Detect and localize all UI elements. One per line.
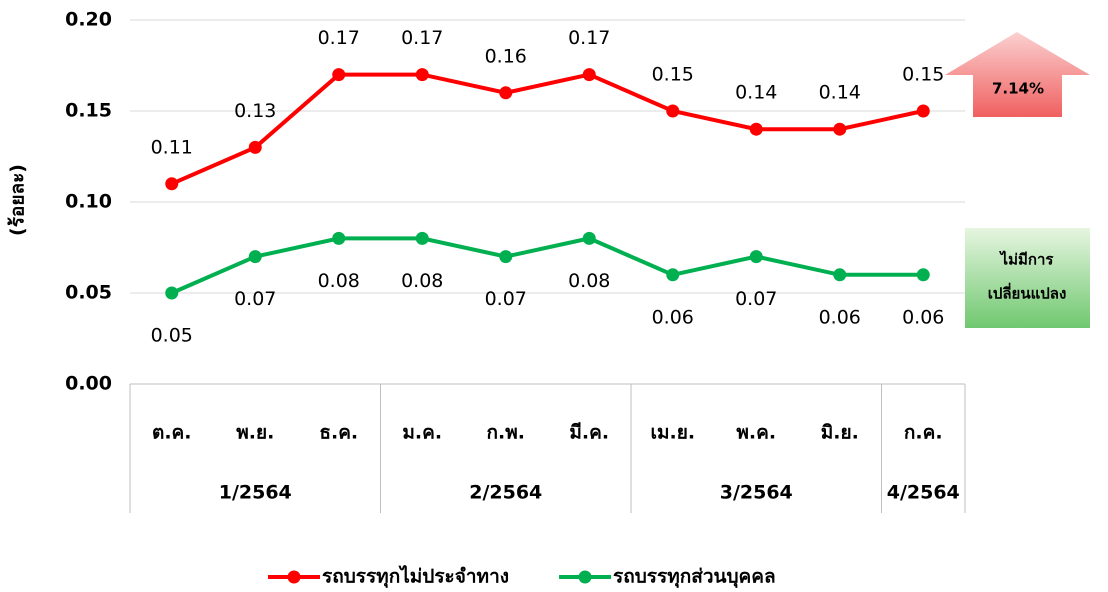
data-point — [749, 122, 763, 136]
data-point — [499, 86, 513, 100]
y-tick-label: 0.00 — [65, 373, 112, 395]
x-tick-label: ก.พ. — [487, 422, 525, 444]
data-label: 0.08 — [318, 270, 360, 292]
x-tick-label: มี.ค. — [569, 422, 609, 444]
data-point — [165, 177, 179, 191]
legend-label: รถบรรทุกส่วนบุคคล — [613, 566, 776, 589]
x-tick-label: ก.ค. — [904, 422, 943, 444]
data-label: 0.08 — [401, 270, 443, 292]
data-point — [248, 140, 262, 154]
x-tick-label: ม.ค. — [402, 422, 442, 444]
annotation: 7.14% — [992, 80, 1044, 98]
y-tick-label: 0.05 — [65, 282, 112, 304]
data-point — [415, 68, 429, 82]
data-point — [582, 68, 596, 82]
x-tick-label: มิ.ย. — [821, 422, 859, 444]
legend-label: รถบรรทุกไม่ประจำทาง — [322, 565, 509, 589]
data-label: 0.17 — [568, 27, 610, 49]
x-tick-label: ธ.ค. — [319, 422, 358, 444]
group-label: 1/2564 — [219, 482, 292, 504]
group-label: 3/2564 — [720, 482, 793, 504]
x-tick-label: เม.ย. — [650, 422, 695, 444]
data-point — [165, 286, 179, 300]
data-label: 0.14 — [819, 82, 861, 104]
data-label: 0.06 — [652, 306, 694, 328]
data-label: 0.16 — [485, 45, 527, 67]
y-tick-label: 0.15 — [65, 100, 112, 122]
group-label: 2/2564 — [469, 482, 542, 504]
data-label: 0.07 — [735, 288, 777, 310]
data-label: 0.15 — [652, 64, 694, 86]
data-point — [833, 122, 847, 136]
data-label: 0.17 — [318, 27, 360, 49]
no-change-box — [965, 228, 1090, 328]
legend-swatch — [287, 570, 301, 584]
data-label: 0.13 — [234, 100, 276, 122]
annotation: เปลี่ยนแปลง — [988, 283, 1067, 303]
x-tick-label: พ.ค. — [736, 422, 776, 444]
data-point — [332, 68, 346, 82]
y-tick-label: 0.20 — [65, 9, 112, 31]
x-tick-label: พ.ย. — [236, 422, 274, 444]
y-tick-label: 0.10 — [65, 191, 112, 213]
group-label: 4/2564 — [887, 482, 960, 504]
data-label: 0.07 — [234, 288, 276, 310]
data-label: 0.06 — [902, 306, 944, 328]
data-label: 0.08 — [568, 270, 610, 292]
data-point — [916, 268, 930, 282]
series-line — [170, 236, 924, 295]
data-point — [499, 250, 513, 264]
data-label: 0.11 — [151, 136, 193, 158]
data-point — [248, 250, 262, 264]
data-point — [833, 268, 847, 282]
x-tick-label: ต.ค. — [152, 422, 191, 444]
data-point — [582, 231, 596, 245]
data-point — [332, 231, 346, 245]
increase-arrow — [945, 32, 1090, 117]
data-label: 0.05 — [151, 325, 193, 347]
y-axis-label: (ร้อยละ) — [7, 164, 29, 236]
annotation: ไม่มีการ — [999, 250, 1055, 269]
data-point — [916, 104, 930, 118]
data-label: 0.17 — [401, 27, 443, 49]
data-label: 0.06 — [819, 306, 861, 328]
data-point — [666, 104, 680, 118]
data-point — [666, 268, 680, 282]
data-point — [749, 250, 763, 264]
data-label: 0.07 — [485, 288, 527, 310]
series-line — [170, 72, 924, 186]
data-label: 0.14 — [735, 82, 777, 104]
legend-swatch — [578, 570, 592, 584]
data-label: 0.15 — [902, 64, 944, 86]
data-point — [415, 231, 429, 245]
